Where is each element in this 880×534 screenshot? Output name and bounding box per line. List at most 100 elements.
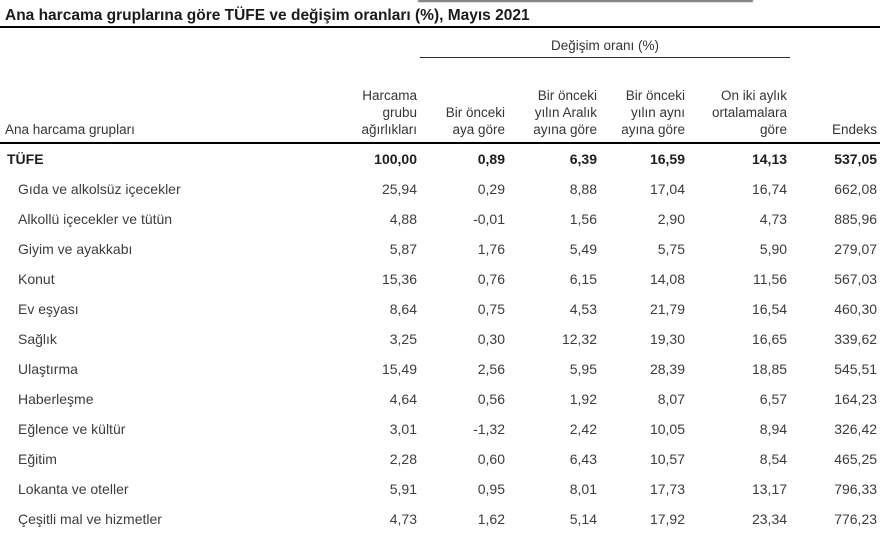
table-body: TÜFE 100,00 0,89 6,39 16,59 14,13 537,05… bbox=[0, 143, 880, 534]
group-header-spacer-right bbox=[790, 28, 880, 58]
cell-weight: 4,88 bbox=[389, 211, 417, 227]
cell-weight: 15,49 bbox=[381, 361, 417, 377]
cell-since-december: 1,92 bbox=[569, 391, 597, 407]
cell-index: 326,42 bbox=[834, 421, 878, 437]
cell-12month-avg: 4,73 bbox=[759, 211, 788, 227]
cell-weight: 5,91 bbox=[389, 481, 417, 497]
cell-yearly-change: 2,90 bbox=[657, 211, 685, 227]
cell-yearly-change: 19,30 bbox=[649, 331, 685, 347]
row-label: Ulaştırma bbox=[18, 361, 78, 377]
cell-since-december: 5,49 bbox=[569, 241, 597, 257]
cell-index: 885,96 bbox=[834, 211, 878, 227]
cell-index: 545,51 bbox=[834, 361, 878, 377]
cell-monthly-change: 0,89 bbox=[477, 151, 505, 167]
cell-since-december: 5,95 bbox=[569, 361, 597, 377]
column-header-12month-avg: On iki aylık ortalamalara göre bbox=[688, 57, 791, 144]
table-row: Alkollü içecekler ve tütün 4,88 -0,01 1,… bbox=[0, 204, 880, 234]
cell-weight: 3,25 bbox=[389, 331, 417, 347]
cell-index: 567,03 bbox=[834, 271, 878, 287]
column-header-weights: Harcama grubu ağırlıkları bbox=[330, 57, 420, 144]
table-row: Sağlık 3,25 0,30 12,32 19,30 16,65 339,6… bbox=[0, 324, 880, 354]
cell-monthly-change: -0,01 bbox=[473, 211, 505, 227]
group-header-change-rate: Değişim oranı (%) bbox=[420, 28, 791, 58]
cell-12month-avg: 16,74 bbox=[751, 181, 788, 197]
cell-12month-avg: 16,65 bbox=[751, 331, 788, 347]
cell-yearly-change: 17,92 bbox=[649, 511, 685, 527]
row-label: Eğitim bbox=[18, 451, 57, 467]
cell-monthly-change: 0,29 bbox=[477, 181, 505, 197]
table-row: Konut 15,36 0,76 6,15 14,08 11,56 567,03 bbox=[0, 264, 880, 294]
row-label: Gıda ve alkolsüz içecekler bbox=[18, 181, 181, 197]
table-row: Ev eşyası 8,64 0,75 4,53 21,79 16,54 460… bbox=[0, 294, 880, 324]
cell-index: 460,30 bbox=[834, 301, 878, 317]
table-row: Haberleşme 4,64 0,56 1,92 8,07 6,57 164,… bbox=[0, 384, 880, 414]
table-row: Çeşitli mal ve hizmetler 4,73 1,62 5,14 … bbox=[0, 504, 880, 534]
cell-monthly-change: 0,76 bbox=[477, 271, 505, 287]
row-label: Alkollü içecekler ve tütün bbox=[18, 211, 173, 227]
cell-yearly-change: 17,04 bbox=[649, 181, 685, 197]
cell-monthly-change: 2,56 bbox=[477, 361, 505, 377]
table-row: Ulaştırma 15,49 2,56 5,95 28,39 18,85 54… bbox=[0, 354, 880, 384]
cell-monthly-change: 0,30 bbox=[477, 331, 505, 347]
group-header-row: Değişim oranı (%) bbox=[0, 28, 880, 58]
cell-12month-avg: 11,56 bbox=[753, 271, 788, 287]
cell-since-december: 2,42 bbox=[569, 421, 597, 437]
cell-weight: 4,73 bbox=[389, 511, 417, 527]
table-row: Eğitim 2,28 0,60 6,43 10,57 8,54 465,25 bbox=[0, 444, 880, 474]
page-title: Ana harcama gruplarına göre TÜFE ve deği… bbox=[0, 0, 880, 28]
cell-weight: 3,01 bbox=[389, 421, 417, 437]
cell-yearly-change: 16,59 bbox=[649, 151, 685, 167]
cell-monthly-change: -1,32 bbox=[473, 421, 505, 437]
cell-yearly-change: 17,73 bbox=[649, 481, 685, 497]
cell-yearly-change: 28,39 bbox=[649, 361, 685, 377]
cell-yearly-change: 5,75 bbox=[657, 241, 685, 257]
cell-index: 465,25 bbox=[834, 451, 878, 467]
cell-since-december: 8,88 bbox=[569, 181, 597, 197]
cell-weight: 4,64 bbox=[389, 391, 417, 407]
cropped-content-artifact-line bbox=[418, 0, 753, 2]
row-label: Eğlence ve kültür bbox=[18, 421, 126, 437]
cell-weight: 2,28 bbox=[389, 451, 417, 467]
cell-monthly-change: 1,76 bbox=[477, 241, 505, 257]
row-label: Lokanta ve oteller bbox=[18, 481, 129, 497]
cell-index: 164,23 bbox=[834, 391, 878, 407]
cell-weight: 15,36 bbox=[381, 271, 417, 287]
cell-since-december: 6,39 bbox=[569, 151, 597, 167]
cell-since-december: 12,32 bbox=[561, 331, 597, 347]
row-label: Giyim ve ayakkabı bbox=[18, 241, 133, 257]
cell-yearly-change: 14,08 bbox=[649, 271, 685, 287]
cell-12month-avg: 18,85 bbox=[751, 361, 788, 377]
table-header: Değişim oranı (%) Ana harcama grupları H… bbox=[0, 28, 880, 144]
cell-monthly-change: 0,56 bbox=[477, 391, 505, 407]
row-label: TÜFE bbox=[7, 151, 44, 167]
cell-since-december: 6,15 bbox=[569, 271, 597, 287]
group-header-spacer-left bbox=[0, 28, 420, 58]
cell-12month-avg: 16,54 bbox=[751, 301, 788, 317]
cell-12month-avg: 23,34 bbox=[751, 511, 788, 527]
column-header-monthly: Bir önceki aya göre bbox=[420, 57, 508, 144]
cell-12month-avg: 5,90 bbox=[759, 241, 788, 257]
cell-weight: 8,64 bbox=[389, 301, 417, 317]
cell-monthly-change: 1,62 bbox=[477, 511, 505, 527]
cell-monthly-change: 0,95 bbox=[477, 481, 505, 497]
row-label: Ev eşyası bbox=[18, 301, 79, 317]
cell-index: 279,07 bbox=[834, 241, 878, 257]
row-label: Çeşitli mal ve hizmetler bbox=[18, 511, 162, 527]
cell-index: 339,62 bbox=[834, 331, 878, 347]
cell-index: 537,05 bbox=[834, 151, 878, 167]
cell-since-december: 6,43 bbox=[569, 451, 597, 467]
column-header-row: Ana harcama grupları Harcama grubu ağırl… bbox=[0, 57, 880, 144]
table-row: Gıda ve alkolsüz içecekler 25,94 0,29 8,… bbox=[0, 174, 880, 204]
cell-since-december: 1,56 bbox=[569, 211, 597, 227]
cell-12month-avg: 14,13 bbox=[751, 151, 788, 167]
cell-yearly-change: 10,05 bbox=[649, 421, 685, 437]
row-label: Sağlık bbox=[18, 331, 57, 347]
cell-since-december: 8,01 bbox=[569, 481, 597, 497]
cell-weight: 25,94 bbox=[381, 181, 417, 197]
cpi-table: Değişim oranı (%) Ana harcama grupları H… bbox=[0, 28, 880, 534]
cell-yearly-change: 8,07 bbox=[657, 391, 685, 407]
cell-since-december: 4,53 bbox=[569, 301, 597, 317]
row-label: Konut bbox=[18, 271, 55, 287]
cell-yearly-change: 10,57 bbox=[649, 451, 685, 467]
